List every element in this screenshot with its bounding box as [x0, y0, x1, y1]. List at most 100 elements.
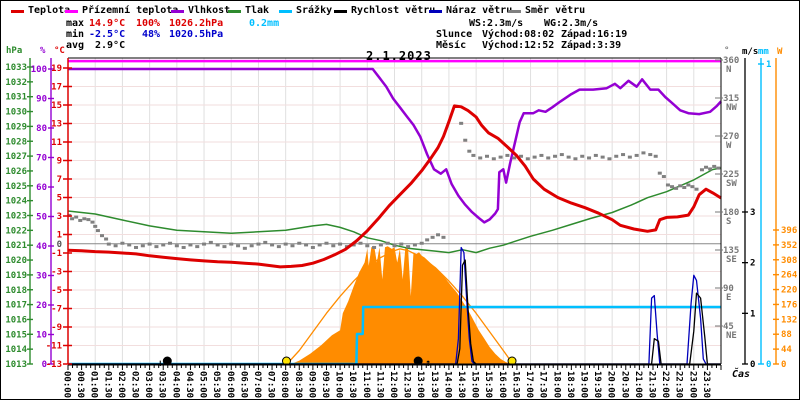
min-humidity: 48% [142, 29, 161, 40]
series-vlhkost [68, 67, 722, 224]
svg-text:SE: SE [726, 255, 737, 265]
legend-label: Tlak [245, 5, 270, 16]
time-tick-label: 01:30 [102, 371, 112, 398]
moon-rise-time: Východ:12:52 [482, 40, 555, 51]
time-tick-label: 06:00 [225, 371, 235, 398]
rychlost-color-dash [334, 9, 347, 13]
svg-text:N: N [726, 65, 731, 75]
legend-item-teplota: Teplota [11, 6, 70, 16]
time-tick-label: 14:30 [456, 371, 466, 398]
svg-text:360: 360 [723, 56, 739, 66]
legend-item-naraz-vetru: Náraz větru [429, 6, 512, 16]
svg-text:100: 100 [31, 65, 47, 75]
svg-text:225: 225 [723, 170, 739, 180]
avg-temperature: 2.9°C [95, 40, 126, 51]
time-tick-label: 03:00 [143, 371, 153, 398]
wind-gust-max: WG:2.3m/s [544, 18, 599, 29]
svg-text:60: 60 [36, 183, 47, 193]
svg-text:-11: -11 [46, 342, 62, 352]
svg-text:-3: -3 [51, 268, 62, 278]
time-tick-label: 04:00 [170, 371, 180, 398]
svg-text:9: 9 [57, 157, 62, 167]
svg-text:70: 70 [36, 154, 47, 164]
svg-text:2: 2 [750, 259, 755, 269]
svg-text:90: 90 [723, 284, 734, 294]
time-tick-label: 09:00 [306, 371, 316, 398]
min-pressure: 1020.5hPa [169, 29, 224, 40]
time-tick-label: 17:00 [524, 371, 534, 398]
svg-text:0: 0 [781, 360, 786, 370]
svg-text:1: 1 [766, 60, 771, 70]
time-tick-label: 05:00 [198, 371, 208, 398]
svg-text:50: 50 [36, 213, 47, 223]
pressure-axis [27, 58, 33, 365]
svg-text:-1: -1 [51, 249, 62, 259]
moon-label: Měsíc [436, 40, 467, 51]
max-pressure: 1026.2hPa [169, 18, 224, 29]
tlak-color-dash [228, 9, 241, 13]
legend-item-tlak: Tlak [228, 6, 269, 16]
pressure-tick-label: 1014 [5, 345, 27, 355]
series-smer-vetru [67, 121, 721, 250]
time-tick-label: 20:30 [619, 371, 629, 398]
time-tick-label: 02:30 [130, 371, 140, 398]
pressure-tick-label: 1023 [5, 212, 27, 222]
min-label: min [66, 29, 85, 40]
svg-text:220: 220 [781, 286, 797, 296]
sun-set-time: Západ:16:19 [561, 29, 628, 40]
time-tick-label: 12:30 [402, 371, 412, 398]
svg-text:S: S [726, 217, 731, 227]
legend-item-rychlost-vetru: Rychlost větru [334, 6, 435, 16]
pressure-tick-label: 1018 [5, 286, 27, 296]
time-tick-label: 21:00 [633, 371, 643, 398]
teplota-color-dash [11, 9, 24, 13]
time-tick-label: 22:00 [660, 371, 670, 398]
pressure-tick-label: 1017 [5, 301, 27, 311]
time-tick-label: 08:00 [279, 371, 289, 398]
svg-text:1: 1 [57, 231, 62, 241]
time-tick-label: 12:00 [388, 371, 398, 398]
svg-text:264: 264 [781, 271, 798, 281]
svg-text:44: 44 [781, 345, 792, 355]
svg-text:E: E [726, 293, 731, 303]
legend-label: Rychlost větru [351, 5, 436, 16]
direction-axis [715, 59, 723, 327]
wind-speed-max: WS:2.3m/s [469, 18, 524, 29]
series-rychlost-vetru [68, 259, 721, 365]
svg-text:90: 90 [36, 95, 47, 105]
solar-axis [773, 58, 779, 365]
legend-item-vlhkost: Vlhkost [171, 6, 230, 16]
svg-text:0: 0 [42, 360, 47, 370]
svg-text:0: 0 [57, 240, 62, 250]
series-solar-radiation [291, 245, 515, 364]
time-tick-label: 00:00 [62, 371, 72, 398]
time-tick-label: 18:00 [551, 371, 561, 398]
pressure-tick-label: 1026 [5, 167, 27, 177]
legend-label: Náraz větru [446, 5, 513, 16]
time-tick-label: 05:30 [211, 371, 221, 398]
svg-text:180: 180 [723, 208, 739, 218]
srazky-color-dash [279, 9, 292, 13]
time-tick-label: 21:30 [646, 371, 656, 398]
humidity-axis [48, 58, 54, 365]
time-tick-label: 18:30 [565, 371, 575, 398]
svg-text:-9: -9 [51, 323, 62, 333]
svg-text:132: 132 [781, 315, 797, 325]
svg-text:0: 0 [750, 360, 755, 370]
rain-total: 0.2mm [249, 18, 280, 29]
legend-label: Přízemní teplota [82, 5, 179, 16]
time-tick-label: 01:00 [89, 371, 99, 398]
time-tick-label: 22:30 [674, 371, 684, 398]
svg-text:NE: NE [726, 331, 737, 341]
pressure-tick-label: 1021 [5, 241, 27, 251]
svg-text:-7: -7 [51, 305, 62, 315]
time-tick-label: 14:00 [442, 371, 452, 398]
svg-text:17: 17 [51, 83, 62, 93]
svg-text:W: W [726, 141, 732, 151]
svg-text:40: 40 [36, 242, 47, 252]
temperature-axis [63, 58, 72, 365]
svg-text:396: 396 [781, 226, 797, 236]
svg-text:352: 352 [781, 241, 797, 251]
sun-label: Slunce [436, 29, 473, 40]
